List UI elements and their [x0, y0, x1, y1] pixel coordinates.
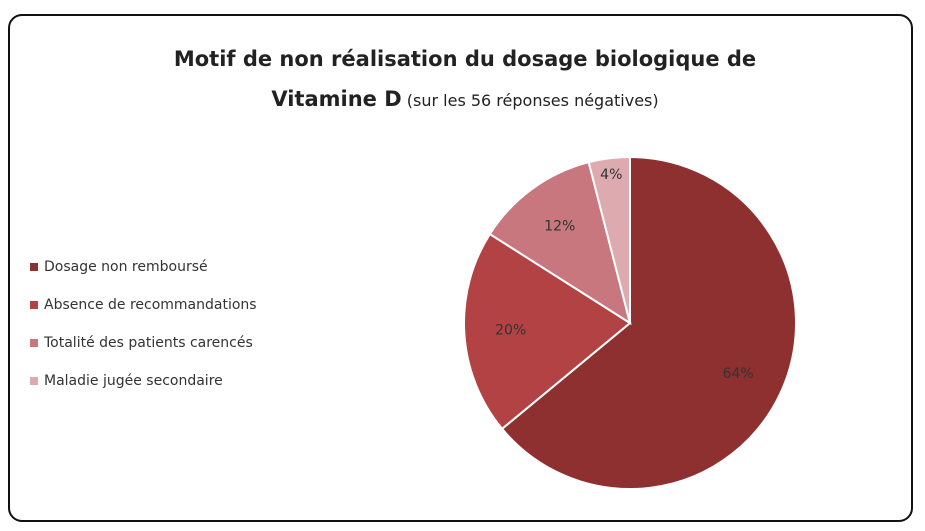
legend-swatch — [30, 377, 38, 385]
chart-subtitle: (sur les 56 réponses négatives) — [406, 91, 659, 110]
chart-title: Motif de non réalisation du dosage biolo… — [173, 47, 757, 111]
data-label: 64% — [723, 366, 754, 382]
legend-swatch — [30, 301, 38, 309]
pie-slice — [463, 232, 632, 431]
pie-slice — [500, 155, 797, 490]
data-label: 20% — [495, 323, 526, 339]
data-label: 12% — [544, 218, 575, 234]
pie-slice — [488, 160, 632, 326]
pie-slice — [587, 155, 631, 324]
legend-label: Dosage non remboursé — [44, 259, 208, 275]
legend-swatch — [30, 339, 38, 347]
data-label: 4% — [600, 167, 622, 183]
legend-label: Totalité des patients carencés — [43, 335, 253, 351]
title-block: Motif de non réalisation du dosage biolo… — [160, 40, 770, 120]
legend-label: Maladie jugée secondaire — [44, 373, 223, 389]
legend-label: Absence de recommandations — [44, 297, 257, 313]
chart-frame — [8, 14, 913, 522]
legend-swatch — [30, 263, 38, 271]
